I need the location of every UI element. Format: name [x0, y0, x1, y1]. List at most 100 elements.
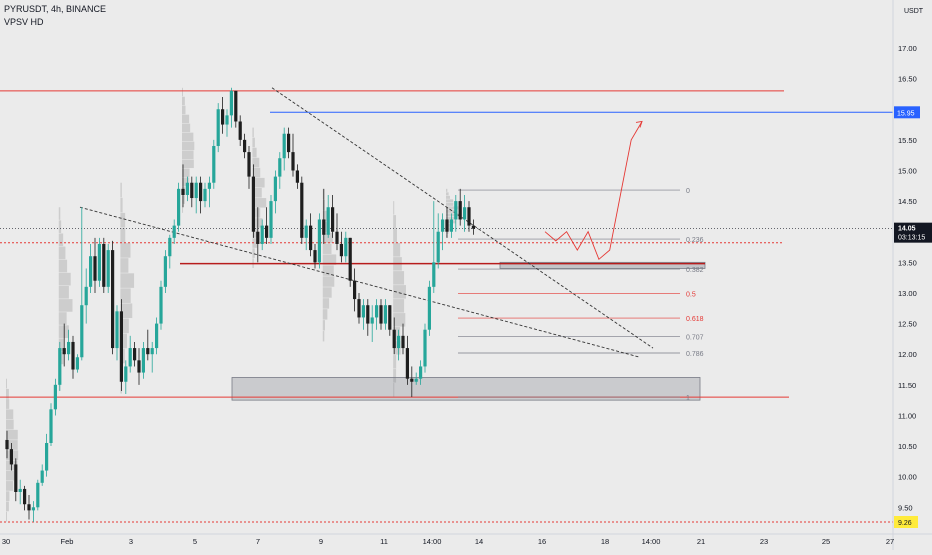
projection-path[interactable]	[544, 121, 643, 261]
candle-body[interactable]	[370, 317, 374, 324]
candle-body[interactable]	[317, 219, 321, 263]
candle-body[interactable]	[203, 188, 207, 202]
candle-body[interactable]	[441, 219, 445, 232]
candle-body[interactable]	[427, 286, 431, 330]
candle-body[interactable]	[300, 182, 304, 238]
candle-body[interactable]	[212, 145, 216, 183]
candle-body[interactable]	[388, 305, 392, 330]
candle-body[interactable]	[467, 207, 471, 226]
candle-body[interactable]	[221, 109, 225, 125]
candle-body[interactable]	[304, 225, 308, 238]
candle-body[interactable]	[238, 121, 242, 140]
candle-body[interactable]	[392, 329, 396, 349]
candle-body[interactable]	[445, 219, 449, 232]
candle-body[interactable]	[265, 225, 269, 238]
candle-body[interactable]	[181, 188, 185, 195]
candle-body[interactable]	[331, 207, 335, 232]
indicator-legend[interactable]: VPSV HD	[4, 17, 44, 27]
candle-body[interactable]	[190, 182, 194, 199]
candle-body[interactable]	[247, 152, 251, 177]
candle-body[interactable]	[80, 305, 84, 358]
candle-body[interactable]	[366, 305, 370, 324]
candle-body[interactable]	[335, 231, 339, 244]
candle-body[interactable]	[71, 341, 75, 370]
candle-body[interactable]	[326, 207, 330, 235]
candle-body[interactable]	[353, 280, 357, 300]
candle-body[interactable]	[432, 262, 436, 287]
candle-body[interactable]	[97, 243, 101, 281]
candle-body[interactable]	[14, 464, 18, 492]
candle-body[interactable]	[27, 504, 31, 511]
candle-body[interactable]	[414, 378, 418, 382]
candle-body[interactable]	[23, 488, 27, 505]
candle-body[interactable]	[313, 250, 317, 263]
candle-body[interactable]	[260, 225, 264, 244]
candle-body[interactable]	[234, 90, 238, 122]
candle-body[interactable]	[124, 366, 128, 382]
candle-body[interactable]	[251, 176, 255, 232]
candle-body[interactable]	[146, 348, 150, 355]
candle-body[interactable]	[357, 299, 361, 318]
candle-body[interactable]	[62, 348, 66, 355]
candle-body[interactable]	[199, 182, 203, 202]
candle-body[interactable]	[273, 176, 277, 202]
candle-body[interactable]	[9, 449, 13, 465]
candle-body[interactable]	[58, 348, 62, 385]
candle-body[interactable]	[410, 378, 414, 382]
candle-body[interactable]	[256, 231, 260, 244]
candle-body[interactable]	[207, 182, 211, 189]
candle-body[interactable]	[348, 237, 352, 281]
candle-body[interactable]	[150, 348, 154, 355]
candle-body[interactable]	[18, 488, 22, 492]
candle-body[interactable]	[141, 348, 145, 373]
candle-body[interactable]	[106, 250, 110, 287]
candle-body[interactable]	[36, 482, 40, 508]
candle-body[interactable]	[89, 256, 93, 287]
candle-body[interactable]	[177, 188, 181, 226]
candle-body[interactable]	[40, 470, 44, 483]
candle-body[interactable]	[172, 225, 176, 238]
candle-body[interactable]	[168, 237, 172, 257]
candle-body[interactable]	[436, 231, 440, 263]
candle-body[interactable]	[282, 133, 286, 159]
candle-body[interactable]	[401, 335, 405, 349]
candle-body[interactable]	[49, 409, 53, 443]
candle-body[interactable]	[278, 158, 282, 177]
candle-body[interactable]	[449, 219, 453, 232]
candle-body[interactable]	[45, 443, 49, 471]
plot-area[interactable]	[0, 0, 893, 534]
candle-body[interactable]	[137, 360, 141, 373]
candle-body[interactable]	[291, 152, 295, 171]
candle-body[interactable]	[115, 311, 119, 349]
candle-body[interactable]	[31, 507, 35, 511]
candle-body[interactable]	[133, 348, 137, 361]
candle-body[interactable]	[375, 305, 379, 318]
candle-body[interactable]	[269, 201, 273, 238]
candle-body[interactable]	[111, 250, 115, 349]
trendline-upper[interactable]	[271, 87, 654, 349]
candle-body[interactable]	[163, 256, 167, 287]
candle-body[interactable]	[216, 109, 220, 146]
candle-body[interactable]	[309, 225, 313, 251]
candle-body[interactable]	[463, 207, 467, 220]
candle-body[interactable]	[397, 335, 401, 349]
symbol-legend[interactable]: PYRUSDT, 4h, BINANCE	[4, 4, 107, 14]
candle-body[interactable]	[159, 286, 163, 324]
candle-body[interactable]	[84, 286, 88, 306]
candle-body[interactable]	[243, 139, 247, 153]
candle-body[interactable]	[194, 182, 198, 199]
candle-body[interactable]	[419, 366, 423, 379]
resistance-zone-box[interactable]	[499, 261, 706, 269]
candle-body[interactable]	[5, 439, 9, 450]
candle-body[interactable]	[361, 305, 365, 318]
candle-body[interactable]	[339, 243, 343, 257]
candle-body[interactable]	[225, 115, 229, 125]
candle-body[interactable]	[93, 256, 97, 281]
candle-body[interactable]	[119, 311, 123, 382]
candle-body[interactable]	[458, 201, 462, 220]
candle-body[interactable]	[287, 133, 291, 153]
candle-body[interactable]	[454, 201, 458, 220]
candle-body[interactable]	[344, 237, 348, 257]
